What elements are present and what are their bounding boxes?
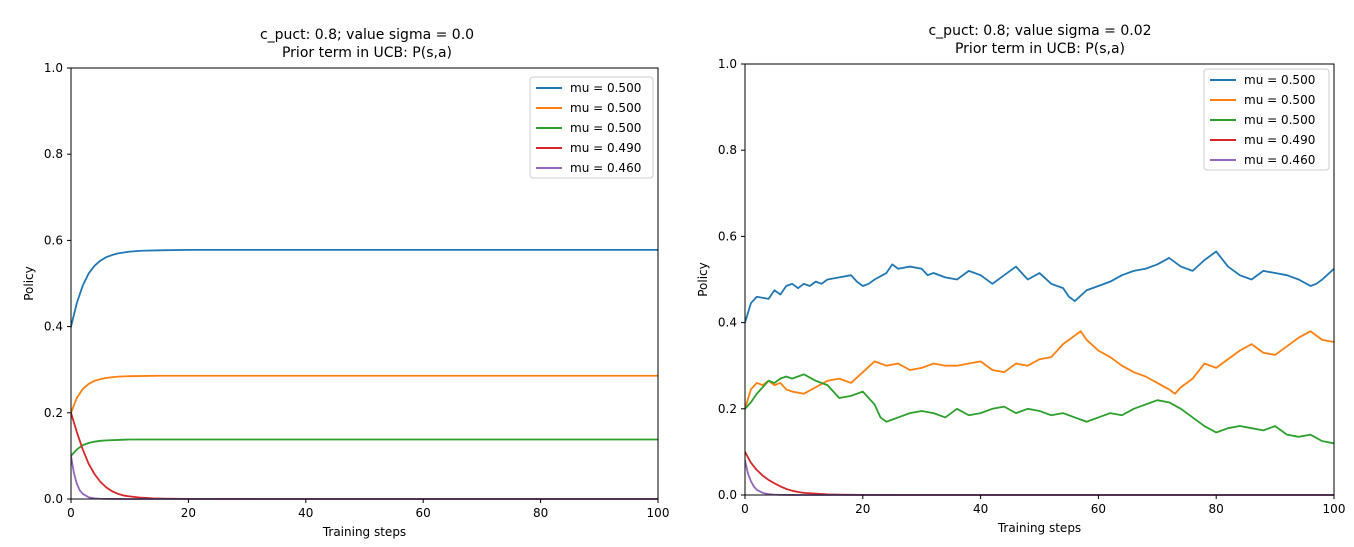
plot-frame [70, 67, 659, 500]
y-tick-label: 0.6 [44, 233, 63, 247]
x-tick-label: 0 [741, 502, 749, 516]
chart-title: c_puct: 0.8; value sigma = 0.02 [928, 23, 1151, 39]
x-tick-label: 20 [181, 506, 196, 520]
y-tick-label: 0.4 [44, 320, 63, 334]
chart-title: c_puct: 0.8; value sigma = 0.0 [260, 27, 474, 43]
y-tick-label: 1.0 [718, 57, 737, 71]
legend-box [1203, 68, 1330, 171]
series-line-1 [71, 248, 658, 328]
series-group [71, 248, 658, 500]
y-tick-label: 0.8 [718, 143, 737, 157]
x-axis-label: Training steps [322, 525, 406, 539]
x-tick-label: 40 [973, 502, 988, 516]
y-tick-label: 0.2 [718, 402, 737, 416]
legend-entry: mu = 0.490 [570, 141, 641, 155]
y-tick-label: 0.2 [44, 406, 63, 420]
chart-subtitle: Prior term in UCB: P(s,a) [955, 41, 1125, 57]
series-group [745, 250, 1334, 496]
series-line-5 [71, 454, 658, 500]
plot-frame [744, 63, 1335, 496]
y-tick-label: 0.8 [44, 147, 63, 161]
legend-entry: mu = 0.500 [570, 81, 641, 95]
x-tick-label: 60 [416, 506, 431, 520]
x-tick-label: 80 [1209, 502, 1224, 516]
chart-subtitle: Prior term in UCB: P(s,a) [282, 45, 452, 61]
y-axis-label: Policy [696, 262, 710, 297]
y-tick-label: 0.6 [718, 229, 737, 243]
legend-entry: mu = 0.500 [570, 121, 641, 135]
series-line-5 [745, 459, 1334, 496]
legend-entry: mu = 0.500 [570, 101, 641, 115]
y-tick-label: 0.0 [44, 492, 63, 506]
legend-box [529, 76, 654, 179]
legend-entry: mu = 0.460 [1244, 153, 1315, 167]
x-axis-label: Training steps [997, 521, 1081, 535]
legend: mu = 0.500 mu = 0.500 mu = 0.500 mu = 0.490… [1203, 68, 1330, 171]
x-tick-label: 100 [647, 506, 670, 520]
legend-entry: mu = 0.500 [1244, 73, 1315, 87]
x-tick-label: 80 [533, 506, 548, 520]
x-tick-label: 100 [1323, 502, 1346, 516]
chart-1: c_puct: 0.8; value sigma = 0.0 Prior term… [22, 27, 669, 539]
y-tick-label: 0.4 [718, 316, 737, 330]
series-line-3 [71, 438, 658, 458]
y-axis-label: Policy [22, 266, 36, 301]
legend-entry: mu = 0.500 [1244, 113, 1315, 127]
y-tick-label: 0.0 [718, 488, 737, 502]
legend-entry: mu = 0.500 [1244, 93, 1315, 107]
series-line-2 [71, 374, 658, 414]
series-line-1 [745, 250, 1334, 324]
series-line-4 [71, 411, 658, 500]
legend-entry: mu = 0.460 [570, 161, 641, 175]
x-tick-label: 60 [1091, 502, 1106, 516]
legend-entry: mu = 0.490 [1244, 133, 1315, 147]
legend: mu = 0.500 mu = 0.500 mu = 0.500 mu = 0.490… [529, 76, 654, 179]
chart-2: c_puct: 0.8; value sigma = 0.02 Prior ter… [696, 23, 1345, 535]
series-line-4 [745, 450, 1334, 496]
series-line-3 [745, 373, 1334, 445]
x-tick-label: 40 [298, 506, 313, 520]
x-tick-label: 0 [67, 506, 75, 520]
y-tick-label: 1.0 [44, 61, 63, 75]
series-line-2 [745, 330, 1334, 410]
x-tick-label: 20 [855, 502, 870, 516]
